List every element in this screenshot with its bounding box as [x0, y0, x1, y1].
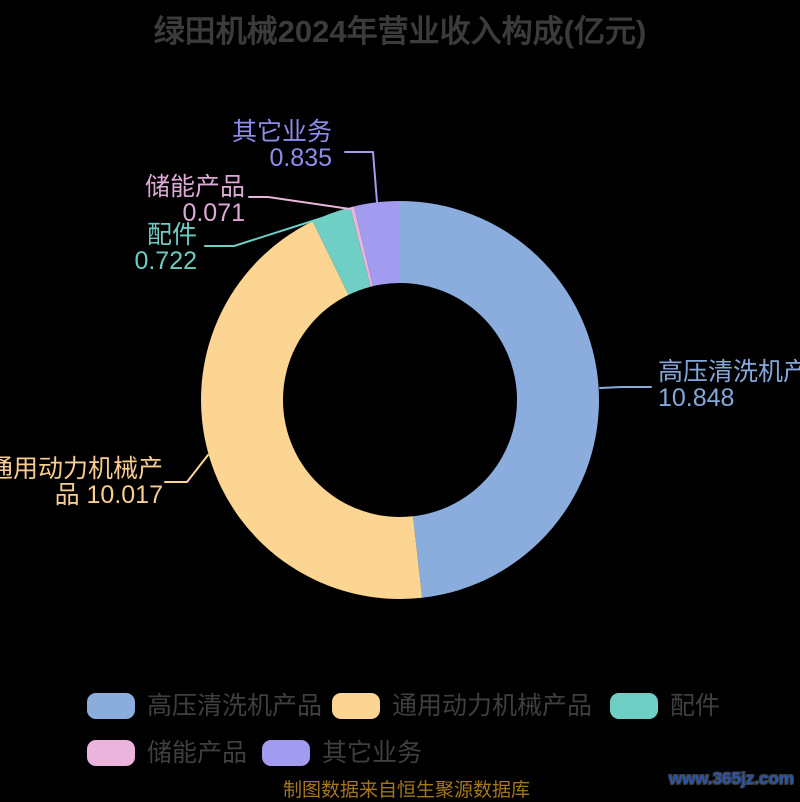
legend-label-1: 通用动力机械产品: [392, 692, 593, 720]
legend-swatch-1: [332, 693, 380, 719]
callout-value: 0.835: [269, 144, 332, 172]
legend-swatch-3: [87, 740, 135, 766]
callout-label-2: 配件 0.722: [134, 222, 197, 274]
callout-name: 储能产品: [144, 173, 245, 201]
callout-line-orange: [164, 454, 209, 483]
callout-name: 通用动力机械产: [0, 455, 163, 483]
pie-slice-1: [201, 221, 423, 599]
callout-value: 0.071: [182, 199, 245, 227]
pie-slices: [201, 201, 599, 599]
legend-label-2: 配件: [670, 692, 721, 720]
callout-name: 其它业务: [231, 118, 332, 146]
callout-line-purple: [344, 151, 378, 203]
callout-label-1: 通用动力机械产 品 10.017: [0, 456, 163, 508]
callout-value: 品 10.017: [54, 481, 163, 509]
callout-name: 高压清洗机产品: [658, 358, 800, 386]
legend-label-0: 高压清洗机产品: [147, 692, 323, 720]
callout-label-3: 储能产品 0.071: [145, 174, 245, 226]
legend-label-4: 其它业务: [322, 739, 423, 767]
callout-line-pink: [248, 196, 351, 210]
legend-item-1: 通用动力机械产品: [332, 693, 592, 719]
legend-item-4: 其它业务: [262, 740, 422, 766]
callout-name: 配件: [146, 221, 197, 249]
callout-value: 0.722: [134, 247, 197, 275]
callout-line-teal: [204, 215, 329, 247]
pie-slice-2: [312, 207, 371, 295]
callout-line-blue: [599, 386, 652, 389]
watermark: www.365jz.com: [668, 769, 794, 788]
legend-label-3: 储能产品: [147, 739, 248, 767]
legend-swatch-0: [87, 693, 135, 719]
pie-slice-0: [400, 201, 599, 598]
page-title: 绿田机械2024年营业收入构成(亿元): [153, 14, 647, 49]
pie-slice-4: [354, 201, 400, 287]
callout-label-4: 其它业务 0.835: [232, 119, 332, 171]
callout-value: 10.848: [658, 384, 735, 412]
legend-item-0: 高压清洗机产品: [87, 693, 322, 719]
callout-label-0: 高压清洗机产品 10.848: [658, 359, 800, 411]
legend-item-2: 配件: [610, 693, 720, 719]
data-source-note: 制图数据来自恒生聚源数据库: [283, 780, 531, 801]
legend-item-3: 储能产品: [87, 740, 247, 766]
pie-slice-3: [350, 206, 373, 287]
legend-swatch-4: [262, 740, 310, 766]
legend-swatch-2: [610, 693, 658, 719]
